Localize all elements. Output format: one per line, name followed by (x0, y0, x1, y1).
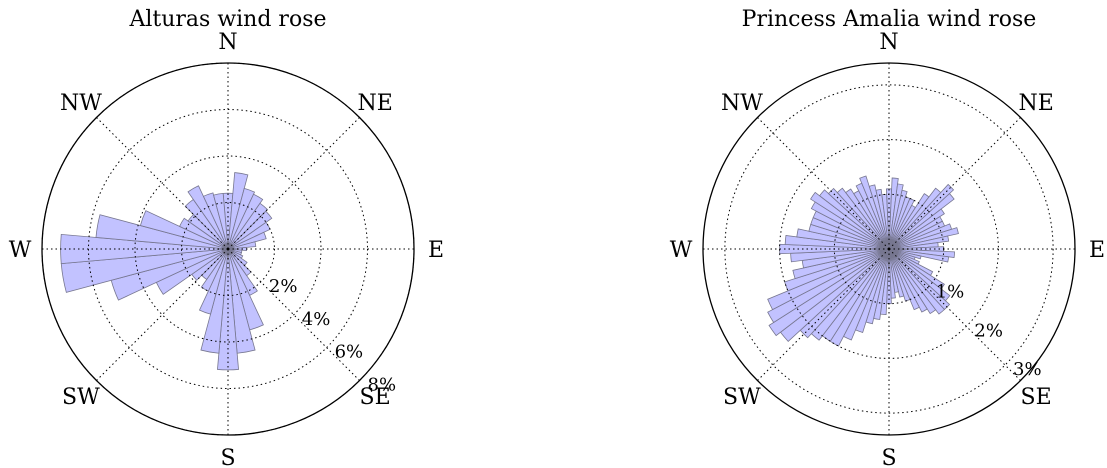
wind-bar (200, 248, 229, 292)
wind-bar (888, 235, 950, 250)
direction-label-nw: NW (721, 91, 763, 116)
chart-title: Princess Amalia wind rose (742, 7, 1037, 32)
wind-bar (227, 193, 264, 250)
wind-bar (836, 187, 890, 250)
radial-tick-label: 8% (368, 375, 397, 396)
wind-bar (888, 248, 905, 298)
outer-circle (702, 62, 1076, 436)
wind-bar (227, 231, 267, 250)
wind-bar (888, 192, 955, 250)
direction-label-s: S (220, 446, 235, 468)
polar-grid (702, 62, 1076, 436)
wind-bar (888, 248, 946, 315)
wind-rose-alturas: Alturas wind rose 2%4%6%8% N NE E SE S SW W NW (9, 7, 444, 468)
wind-bar (139, 210, 229, 250)
direction-label-s: S (881, 446, 896, 468)
chart-title: Alturas wind rose (128, 7, 326, 32)
direction-label-nw: NW (60, 91, 102, 116)
wind-bar (217, 248, 239, 371)
wind-bar (859, 175, 890, 250)
direction-label-se: SE (360, 385, 391, 410)
outer-circle (41, 62, 415, 436)
wind-bar (227, 202, 269, 250)
wind-bar (768, 248, 890, 337)
wind-bar (767, 248, 890, 311)
polar-grid (41, 62, 415, 436)
direction-label-se: SE (1021, 385, 1052, 410)
wind-bar (198, 248, 229, 315)
wind-bar (888, 248, 937, 315)
direction-label-n: N (879, 30, 898, 55)
wind-bar (227, 241, 257, 250)
grid-circle (724, 84, 1054, 414)
wind-bar (187, 185, 229, 250)
wind-bar (227, 210, 273, 250)
wind-bar (868, 184, 890, 250)
direction-label-ne: NE (1018, 91, 1053, 116)
direction-label-n: N (218, 30, 237, 55)
bars (767, 175, 959, 347)
wind-bar (179, 217, 229, 250)
radial-tick-label: 4% (302, 309, 331, 330)
wind-bar (845, 188, 890, 250)
radial-tick-label: 3% (1013, 359, 1042, 380)
grid-spoke (227, 117, 360, 250)
grid-spoke (888, 248, 1021, 381)
wind-bar (888, 208, 945, 250)
wind-bar (888, 248, 920, 311)
wind-bar (810, 191, 890, 250)
wind-bar (202, 192, 229, 250)
wind-bar (875, 188, 890, 250)
radial-tick-label: 2% (974, 320, 1003, 341)
wind-rose-princess-amalia: Princess Amalia wind rose 1% 2% 3% N NE E SE S S… (670, 7, 1105, 468)
wind-bar (784, 248, 890, 292)
direction-label-w: W (9, 238, 32, 263)
direction-label-sw: SW (62, 385, 100, 410)
bars (60, 172, 273, 371)
wind-bar (888, 248, 928, 313)
radial-tick-label: 2% (269, 276, 298, 297)
wind-bar (213, 192, 229, 250)
radial-tick-label: 6% (335, 342, 364, 363)
wind-bar (888, 227, 959, 250)
direction-label-e: E (1089, 238, 1105, 263)
direction-label-ne: NE (357, 91, 392, 116)
grid-circle (134, 155, 322, 343)
wind-bar (767, 248, 890, 324)
direction-label-sw: SW (723, 385, 761, 410)
direction-label-e: E (428, 238, 444, 263)
wind-bar (818, 189, 890, 250)
direction-label-w: W (670, 238, 693, 263)
wind-bar (792, 248, 890, 280)
radial-tick-label: 1% (936, 282, 965, 303)
